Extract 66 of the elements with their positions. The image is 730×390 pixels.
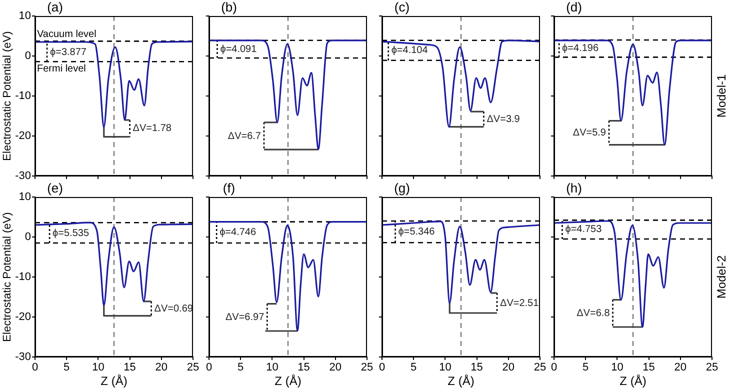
x-tick-label: 25 — [186, 362, 200, 374]
y2-axis-title: Model-1 — [714, 74, 728, 118]
y-tick-label: -30 — [15, 351, 31, 364]
x-tick-label: 20 — [502, 362, 515, 374]
chart-title: (h) — [566, 180, 582, 196]
chart-title: (d) — [566, 0, 582, 15]
annotation: ΔV=6.7 — [228, 130, 262, 142]
y-axis-title: Electrostatic Potential (eV) — [2, 31, 14, 161]
annotation: ΔV=6.8 — [576, 308, 610, 320]
x-tick-label: 20 — [155, 362, 168, 374]
x-tick-label: 15 — [642, 362, 655, 374]
x-tick-label: 25 — [706, 362, 718, 374]
annotation: ΔV=6.97 — [225, 312, 265, 324]
x-tick-label: 0 — [378, 362, 386, 374]
annotation: ϕ=4.753 — [565, 224, 602, 236]
y2-axis-title: Model-2 — [714, 255, 728, 299]
y-tick-label: 0 — [24, 231, 31, 244]
chart-title: (b) — [221, 0, 237, 15]
ref-line-label: Vacuum level — [37, 28, 96, 40]
x-tick-label: 5 — [582, 362, 589, 374]
x-tick-label: 20 — [329, 362, 342, 374]
annotation: ϕ=4.746 — [220, 226, 256, 238]
chart-title: (a) — [47, 0, 63, 15]
y-tick-label: -10 — [15, 271, 31, 284]
x-tick-label: 15 — [298, 362, 310, 374]
annotation: ϕ=5.346 — [398, 226, 436, 238]
annotation: ϕ=5.535 — [52, 228, 90, 239]
x-tick-label: 5 — [238, 362, 244, 374]
x-axis-title: Z (Å) — [620, 374, 646, 388]
x-tick-label: 5 — [410, 362, 417, 374]
x-tick-label: 15 — [124, 362, 136, 374]
annotation: ΔV=2.51 — [500, 298, 540, 309]
x-tick-label: 15 — [470, 362, 483, 374]
chart-title: (g) — [394, 180, 410, 196]
annotation: ΔV=5.9 — [572, 128, 606, 139]
annotation: ϕ=4.104 — [391, 45, 428, 56]
y-tick-label: 10 — [18, 191, 31, 204]
x-axis-title: Z (Å) — [100, 374, 128, 388]
annotation: ϕ=4.091 — [220, 44, 258, 55]
x-tick-label: 10 — [439, 362, 452, 374]
x-tick-label: 20 — [674, 362, 687, 374]
x-tick-label: 5 — [64, 362, 70, 374]
y-tick-label: 10 — [18, 10, 31, 22]
chart-title: (e) — [47, 180, 63, 196]
x-tick-label: 25 — [360, 362, 374, 374]
y-tick-label: -10 — [15, 90, 31, 102]
x-tick-label: 0 — [550, 362, 558, 374]
x-tick-label: 25 — [534, 362, 546, 374]
y-axis-title: Electrostatic Potential (eV) — [2, 212, 14, 342]
y-tick-label: 0 — [24, 50, 31, 62]
x-tick-label: 10 — [611, 362, 624, 374]
x-axis-title: Z (Å) — [274, 374, 302, 388]
x-tick-label: 10 — [266, 362, 278, 374]
x-tick-label: 10 — [92, 362, 104, 374]
y-tick-label: -20 — [15, 311, 31, 324]
annotation: ϕ=4.196 — [562, 43, 599, 54]
chart-title: (f) — [222, 180, 236, 196]
annotation: ΔV=3.9 — [486, 114, 520, 125]
annotation: ϕ=3.877 — [50, 46, 87, 58]
x-tick-label: 0 — [206, 362, 212, 374]
chart-title: (c) — [394, 0, 410, 15]
y-tick-label: -30 — [15, 170, 31, 182]
annotation: ΔV=1.78 — [132, 123, 172, 134]
ref-line-label: Fermi level — [37, 63, 86, 74]
x-axis-title: Z (Å) — [448, 374, 474, 388]
y-tick-label: -20 — [15, 130, 31, 142]
